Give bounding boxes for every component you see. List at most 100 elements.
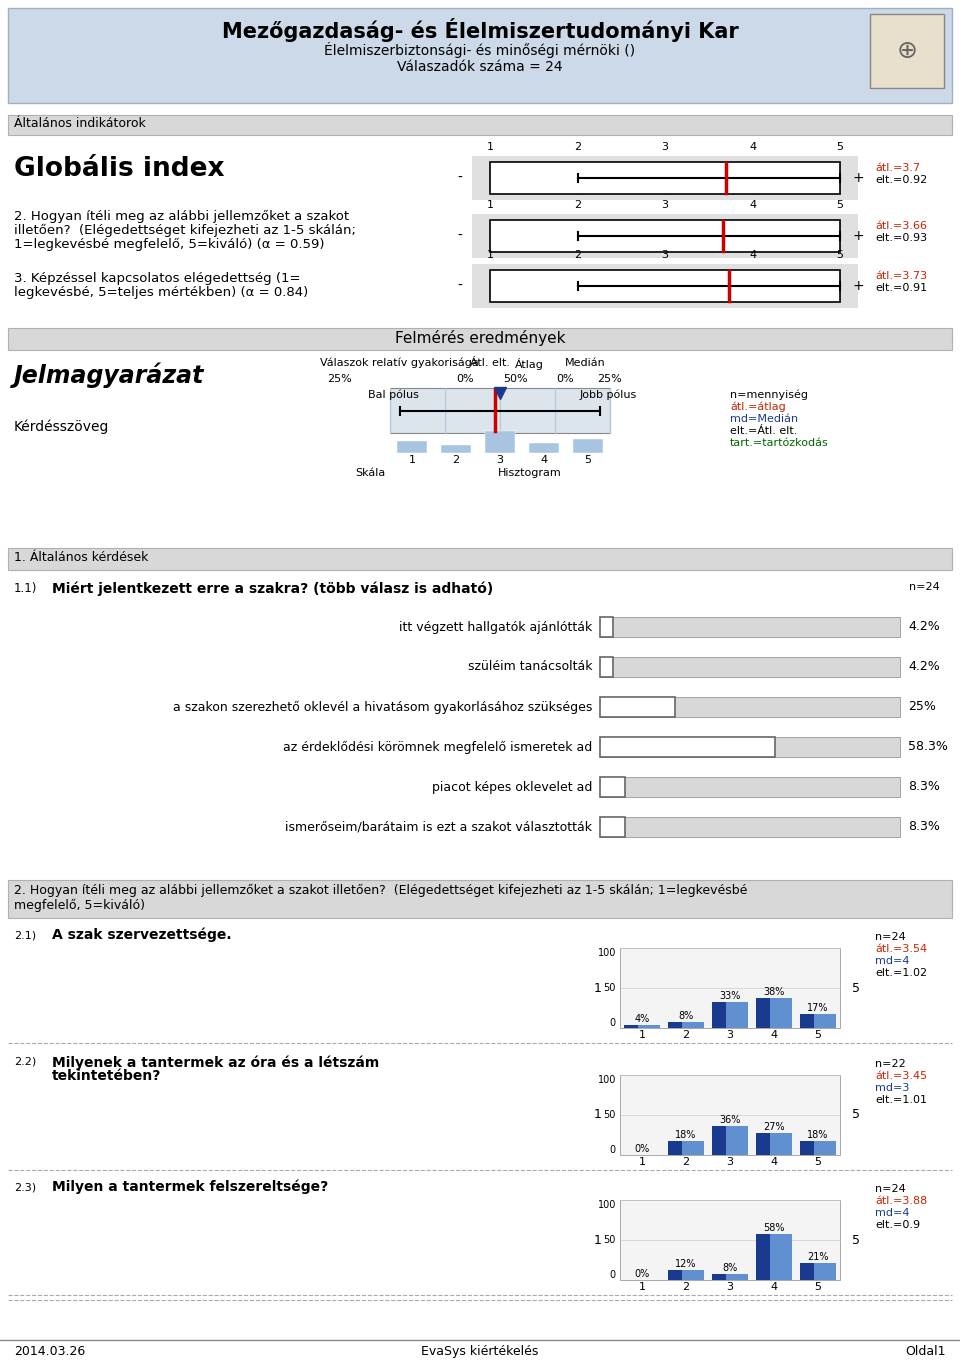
Bar bbox=[472, 156, 858, 200]
Bar bbox=[683, 1271, 704, 1281]
Text: Általános indikátorok: Általános indikátorok bbox=[14, 117, 146, 130]
Bar bbox=[490, 219, 840, 252]
Bar bbox=[600, 777, 625, 797]
Bar bbox=[756, 1234, 792, 1281]
Text: 0%: 0% bbox=[456, 374, 474, 384]
Text: 17%: 17% bbox=[807, 1004, 828, 1013]
Text: ismerőseim/barátaim is ezt a szakot választották: ismerőseim/barátaim is ezt a szakot vála… bbox=[285, 820, 592, 834]
Bar bbox=[668, 1141, 704, 1154]
Text: 100: 100 bbox=[598, 1200, 616, 1211]
Text: md=Medián: md=Medián bbox=[730, 414, 798, 424]
Text: Átl. elt.: Átl. elt. bbox=[470, 358, 510, 367]
Text: 4: 4 bbox=[749, 143, 756, 152]
Text: 4%: 4% bbox=[635, 1013, 650, 1024]
Text: 1: 1 bbox=[638, 1030, 645, 1041]
Text: 5: 5 bbox=[814, 1157, 822, 1167]
Text: Mezőgazdaság- és Élelmiszertudományi Kar: Mezőgazdaság- és Élelmiszertudományi Kar bbox=[222, 18, 738, 43]
Text: 2.2): 2.2) bbox=[14, 1057, 36, 1067]
Text: Oldal1: Oldal1 bbox=[905, 1345, 946, 1359]
Text: 5: 5 bbox=[836, 250, 844, 260]
Text: n=24: n=24 bbox=[909, 583, 940, 592]
Bar bbox=[620, 947, 840, 1028]
Text: 5: 5 bbox=[852, 1234, 860, 1246]
Text: -: - bbox=[458, 280, 463, 293]
Text: 27%: 27% bbox=[763, 1123, 785, 1132]
Text: 5: 5 bbox=[836, 143, 844, 152]
Text: Élelmiszerbiztonsági- és minőségi mérnöki (): Élelmiszerbiztonsági- és minőségi mérnök… bbox=[324, 43, 636, 58]
Bar bbox=[600, 657, 900, 677]
Text: 2: 2 bbox=[683, 1030, 689, 1041]
Text: 1: 1 bbox=[594, 1109, 602, 1121]
Text: tart.=tartózkodás: tart.=tartózkodás bbox=[730, 437, 828, 448]
Text: 25%: 25% bbox=[327, 374, 352, 384]
Text: 4: 4 bbox=[540, 455, 547, 465]
Bar bbox=[870, 14, 944, 88]
Text: átl.=3.66: átl.=3.66 bbox=[875, 221, 927, 230]
Text: elt.=0.91: elt.=0.91 bbox=[875, 282, 927, 293]
Text: 2: 2 bbox=[574, 250, 581, 260]
Text: 0: 0 bbox=[610, 1145, 616, 1154]
Text: 50%: 50% bbox=[503, 374, 527, 384]
Text: 50: 50 bbox=[604, 1111, 616, 1120]
Text: 3: 3 bbox=[661, 250, 668, 260]
Text: 4: 4 bbox=[749, 200, 756, 210]
Bar bbox=[600, 657, 612, 677]
Bar bbox=[814, 1015, 835, 1028]
Bar bbox=[668, 1021, 704, 1028]
Text: 58.3%: 58.3% bbox=[908, 740, 948, 754]
Bar bbox=[600, 696, 900, 717]
Text: 1. Általános kérdések: 1. Általános kérdések bbox=[14, 551, 149, 563]
Text: 2: 2 bbox=[452, 455, 460, 465]
Bar bbox=[8, 880, 952, 919]
Text: 2. Hogyan ítéli meg az alábbi jellemzőket a szakot illetően?  (Elégedettséget ki: 2. Hogyan ítéli meg az alábbi jellemzőke… bbox=[14, 884, 748, 897]
Bar bbox=[771, 1134, 792, 1154]
Text: 3: 3 bbox=[661, 143, 668, 152]
Text: 5: 5 bbox=[852, 982, 860, 994]
Bar bbox=[490, 162, 840, 195]
Text: 5: 5 bbox=[585, 455, 591, 465]
Text: illetően?  (Elégedettséget kifejezheti az 1-5 skálán;: illetően? (Elégedettséget kifejezheti az… bbox=[14, 223, 356, 237]
Text: 1: 1 bbox=[594, 982, 602, 994]
Text: 2.3): 2.3) bbox=[14, 1182, 36, 1191]
Text: Jelmagyarázat: Jelmagyarázat bbox=[14, 362, 204, 388]
Text: átl.=3.54: átl.=3.54 bbox=[875, 945, 927, 954]
Text: 2: 2 bbox=[683, 1282, 689, 1291]
Bar bbox=[727, 1126, 748, 1154]
Bar bbox=[600, 696, 675, 717]
Text: Válaszadók száma = 24: Válaszadók száma = 24 bbox=[397, 60, 563, 74]
Bar bbox=[712, 1274, 748, 1281]
Text: 3: 3 bbox=[496, 455, 503, 465]
Text: átl.=3.45: átl.=3.45 bbox=[875, 1071, 927, 1080]
Text: 8.3%: 8.3% bbox=[908, 780, 940, 794]
Bar bbox=[390, 388, 610, 433]
Bar bbox=[600, 738, 900, 757]
Text: 18%: 18% bbox=[675, 1130, 697, 1139]
Text: Miért jelentkezett erre a szakra? (több válasz is adható): Miért jelentkezett erre a szakra? (több … bbox=[52, 583, 493, 596]
Text: 8%: 8% bbox=[679, 1010, 694, 1020]
Bar bbox=[472, 214, 858, 258]
Text: n=24: n=24 bbox=[875, 1185, 905, 1194]
Text: 0: 0 bbox=[610, 1019, 616, 1028]
Text: Milyen a tantermek felszereltsége?: Milyen a tantermek felszereltsége? bbox=[52, 1180, 328, 1194]
Bar bbox=[801, 1263, 835, 1281]
Text: 100: 100 bbox=[598, 1075, 616, 1084]
Text: 38%: 38% bbox=[763, 987, 784, 997]
Text: átl.=3.73: átl.=3.73 bbox=[875, 271, 927, 281]
Text: EvaSys kiértékelés: EvaSys kiértékelés bbox=[421, 1345, 539, 1359]
Text: 3. Képzéssel kapcsolatos elégedettség (1=: 3. Képzéssel kapcsolatos elégedettség (1… bbox=[14, 271, 300, 285]
Text: 18%: 18% bbox=[807, 1130, 828, 1139]
Text: Skála: Skála bbox=[355, 468, 385, 478]
Text: 0: 0 bbox=[610, 1270, 616, 1281]
Text: 25%: 25% bbox=[908, 701, 936, 713]
Bar bbox=[727, 1002, 748, 1028]
Text: elt.=Átl. elt.: elt.=Átl. elt. bbox=[730, 426, 798, 436]
Text: 2: 2 bbox=[683, 1157, 689, 1167]
Text: megfelelő, 5=kiváló): megfelelő, 5=kiváló) bbox=[14, 899, 145, 912]
Text: 2: 2 bbox=[574, 143, 581, 152]
Text: a szakon szerezhető oklevél a hivatásom gyakorlásához szükséges: a szakon szerezhető oklevél a hivatásom … bbox=[173, 701, 592, 713]
Bar bbox=[756, 998, 792, 1028]
Text: 3: 3 bbox=[727, 1282, 733, 1291]
Text: 0%: 0% bbox=[556, 374, 574, 384]
Bar bbox=[620, 1200, 840, 1281]
Text: 4: 4 bbox=[771, 1157, 778, 1167]
